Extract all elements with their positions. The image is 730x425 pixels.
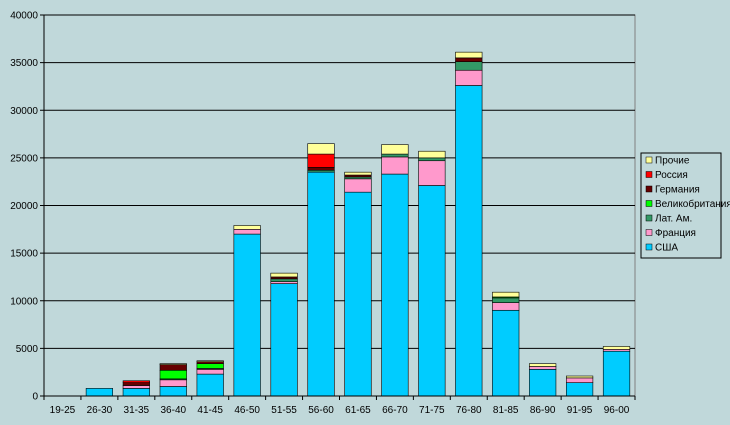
bar-segment-91-95-Прочие bbox=[565, 375, 594, 379]
legend-swatch bbox=[645, 243, 653, 251]
bar-segment-86-90-США bbox=[529, 369, 557, 397]
legend-label: Прочие bbox=[655, 156, 690, 167]
bar-segment-61-65-Франция bbox=[344, 178, 372, 193]
bar-segment-76-80-Франция bbox=[455, 69, 483, 86]
y-tick-label: 10000 bbox=[10, 296, 38, 307]
x-tick-label: 66-70 bbox=[382, 405, 408, 416]
bar-segment-46-50-США bbox=[233, 233, 261, 397]
bar-segment-56-60-Германия bbox=[307, 167, 335, 171]
bar-segment-81-85-Лат. Ам. bbox=[492, 297, 520, 303]
bar-segment-66-70-США bbox=[381, 173, 409, 397]
legend-label: Великобритания bbox=[655, 198, 730, 210]
bar-segment-81-85-Прочие bbox=[492, 291, 520, 298]
bar-segment-41-45-Прочие bbox=[196, 360, 224, 363]
legend-label: Лат. Ам. bbox=[655, 214, 692, 225]
bar-segment-56-60-Россия bbox=[307, 153, 335, 168]
bar-segment-61-65-США bbox=[344, 191, 372, 397]
legend-label: Россия bbox=[655, 170, 688, 181]
x-tick-label: 96-00 bbox=[604, 405, 630, 416]
bar-segment-36-40-Франция bbox=[159, 379, 187, 387]
bar-segment-96-00-США bbox=[602, 350, 631, 397]
bar-segment-61-65-Прочие bbox=[344, 171, 372, 176]
bar-segment-36-40-Великобритания bbox=[159, 369, 187, 380]
bar-segment-36-40-Германия bbox=[159, 364, 187, 371]
legend-swatch bbox=[645, 200, 653, 207]
legend-swatch bbox=[645, 185, 653, 193]
bar-segment-66-70-Франция bbox=[381, 156, 409, 175]
bar-segment-91-95-Франция bbox=[565, 377, 594, 383]
x-tick-label: 26-30 bbox=[87, 405, 113, 416]
legend-label: Франция bbox=[655, 228, 696, 239]
bar-segment-51-55-Прочие bbox=[270, 272, 298, 278]
y-tick-label: 35000 bbox=[10, 58, 38, 69]
legend-swatch bbox=[645, 229, 653, 236]
x-tick-label: 19-25 bbox=[50, 405, 76, 416]
x-tick-label: 81-85 bbox=[493, 405, 519, 416]
bar-segment-31-35-Франция bbox=[122, 385, 150, 389]
legend-swatch bbox=[645, 214, 653, 222]
legend-swatch bbox=[645, 171, 653, 178]
x-tick-label: 31-35 bbox=[124, 405, 150, 416]
y-tick-label: 20000 bbox=[10, 201, 38, 212]
x-tick-label: 46-50 bbox=[234, 405, 260, 416]
y-tick-label: 0 bbox=[32, 392, 38, 403]
bar-segment-31-35-Россия bbox=[122, 380, 150, 383]
x-tick-label: 76-80 bbox=[456, 405, 482, 416]
legend-label: США bbox=[655, 243, 678, 254]
bar-segment-36-40-Прочие bbox=[159, 363, 187, 365]
y-tick-label: 30000 bbox=[10, 106, 38, 117]
x-tick-label: 56-60 bbox=[308, 405, 334, 416]
bar-segment-56-60-Прочие bbox=[307, 143, 335, 155]
bar-segment-76-80-Прочие bbox=[455, 51, 483, 59]
x-tick-label: 36-40 bbox=[160, 405, 186, 416]
bar-segment-71-75-Прочие bbox=[418, 150, 446, 159]
bar-segment-91-95-США bbox=[565, 382, 594, 397]
bar-segment-81-85-Франция bbox=[492, 302, 520, 311]
bar-segment-76-80-Лат. Ам. bbox=[455, 61, 483, 71]
y-tick-label: 5000 bbox=[16, 344, 39, 355]
bar-segment-51-55-Лат. Ам. bbox=[270, 278, 298, 282]
x-tick-label: 51-55 bbox=[271, 405, 297, 416]
y-tick-label: 25000 bbox=[10, 153, 38, 164]
y-axis: 0 5000 10000 15000 20000 25000 30000 35000 40000 bbox=[10, 11, 45, 403]
x-tick-label: 71-75 bbox=[419, 405, 445, 416]
bar-segment-71-75-Лат. Ам. bbox=[418, 157, 446, 162]
bars bbox=[85, 51, 631, 397]
bar-segment-41-45-Франция bbox=[196, 369, 224, 375]
bar-segment-41-45-Великобритания bbox=[196, 363, 224, 369]
bar-segment-66-70-Прочие bbox=[381, 144, 409, 155]
x-tick-label: 61-65 bbox=[345, 405, 371, 416]
bar-segment-31-35-Германия bbox=[122, 382, 150, 386]
x-tick-label: 91-95 bbox=[567, 405, 593, 416]
bar-segment-26-30-США bbox=[85, 388, 114, 397]
bar-segment-76-80-Германия bbox=[455, 57, 483, 62]
bar-segment-46-50-Франция bbox=[233, 229, 261, 235]
bar-segment-31-35-США bbox=[122, 388, 150, 397]
y-tick-label: 40000 bbox=[10, 11, 38, 22]
x-tick-label: 86-90 bbox=[530, 405, 556, 416]
x-tick-label: 41-45 bbox=[197, 405, 223, 416]
y-tick-label: 15000 bbox=[10, 249, 38, 260]
bar-segment-71-75-США bbox=[418, 185, 446, 397]
bar-segment-71-75-Франция bbox=[418, 160, 446, 186]
bar-segment-66-70-Лат. Ам. bbox=[381, 153, 409, 158]
legend-label: Германия bbox=[655, 185, 700, 196]
bar-segment-86-90-Прочие bbox=[529, 363, 557, 367]
legend: Прочие Россия Германия Великобритания Лат. А… bbox=[640, 152, 730, 259]
x-axis: 19-25 26-30 31-35 36-40 41-45 46-50 51-55 56-60… bbox=[43, 395, 636, 416]
bar-segment-41-45-США bbox=[196, 373, 224, 397]
bar-segment-81-85-США bbox=[492, 309, 520, 397]
legend-swatch bbox=[645, 156, 653, 164]
bar-segment-36-40-США bbox=[159, 386, 187, 397]
bar-segment-76-80-США bbox=[455, 85, 483, 397]
bar-segment-86-90-Франция bbox=[529, 366, 557, 370]
bar-segment-51-55-США bbox=[270, 283, 298, 397]
legend-box bbox=[640, 152, 722, 259]
bar-segment-46-50-Прочие bbox=[233, 225, 261, 230]
gridlines bbox=[44, 14, 635, 349]
bar-segment-96-00-Прочие bbox=[602, 346, 631, 350]
bar-segment-56-60-США bbox=[307, 171, 335, 397]
